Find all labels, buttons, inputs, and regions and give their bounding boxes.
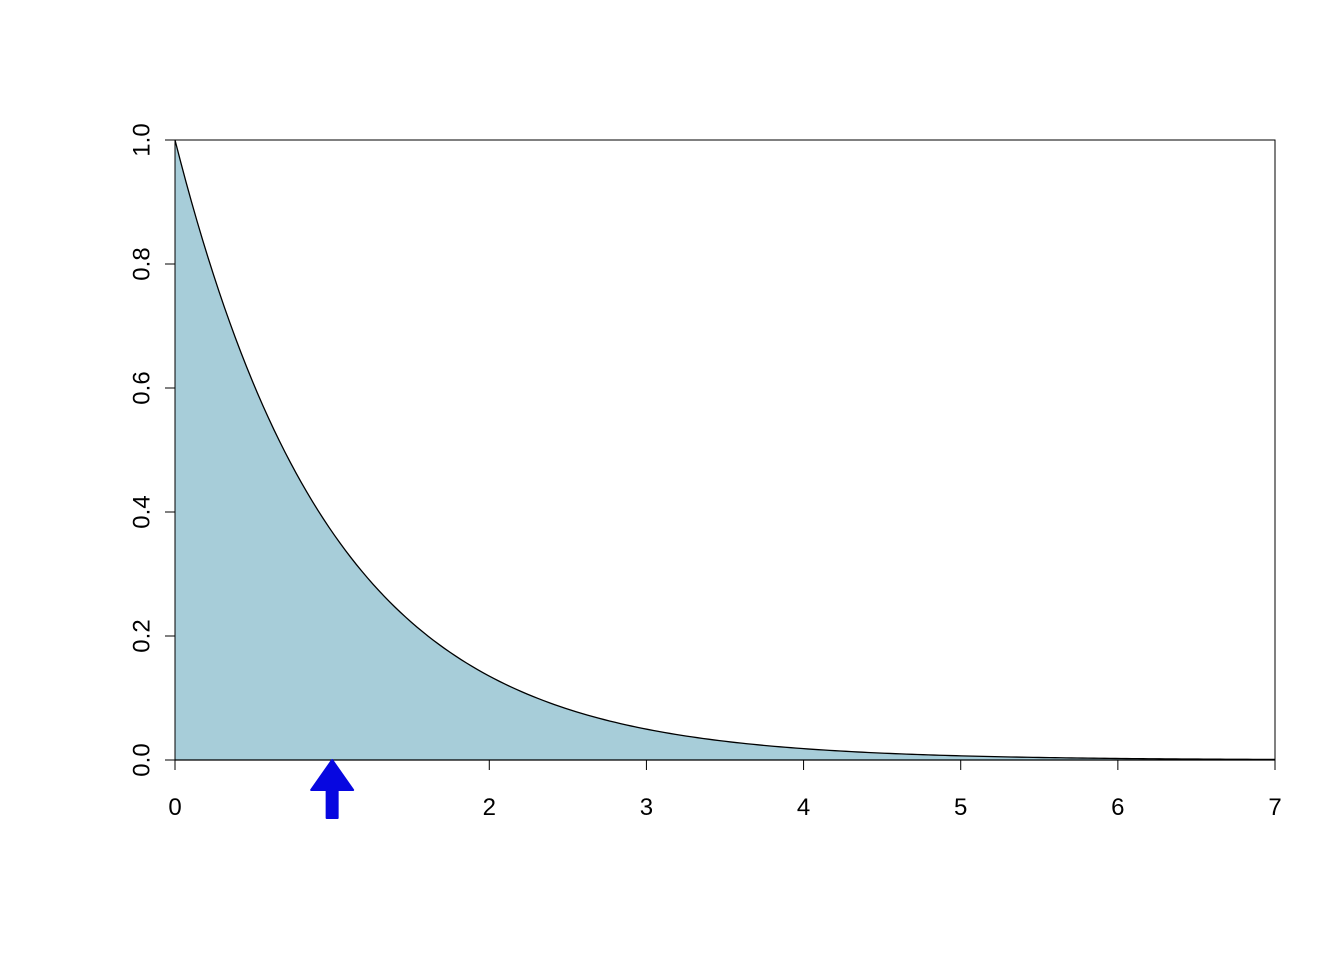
x-tick-label: 7 — [1268, 794, 1281, 821]
y-tick-label: 0.0 — [128, 743, 155, 776]
x-tick-label: 3 — [640, 794, 653, 821]
x-tick-label: 2 — [483, 794, 496, 821]
x-tick-label: 0 — [168, 794, 181, 821]
y-tick-label: 0.2 — [128, 619, 155, 652]
y-tick-label: 0.6 — [128, 371, 155, 404]
x-tick-label: 5 — [954, 794, 967, 821]
x-tick-label: 4 — [797, 794, 810, 821]
exponential-decay-chart: 012345670.00.20.40.60.81.0 — [0, 0, 1344, 960]
x-tick-label: 6 — [1111, 794, 1124, 821]
y-tick-label: 0.4 — [128, 495, 155, 528]
y-tick-label: 0.8 — [128, 247, 155, 280]
chart-container: 012345670.00.20.40.60.81.0 — [0, 0, 1344, 960]
y-tick-label: 1.0 — [128, 123, 155, 156]
